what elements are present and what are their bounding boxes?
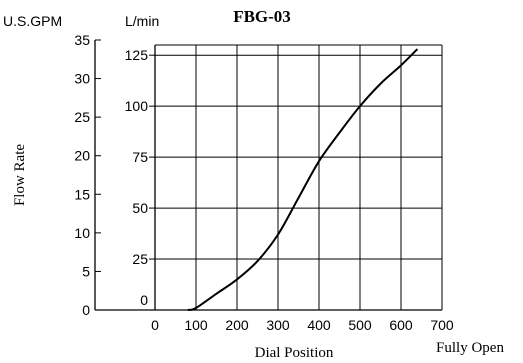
x-tick-label-300: 300 [266,317,290,333]
grid-lines [155,45,443,310]
lmin-tick-label-25: 25 [132,251,148,267]
gpm-tick-label-15: 15 [74,186,90,202]
lmin-tick-label-0: 0 [140,292,148,308]
gpm-tick-label-25: 25 [74,109,90,125]
lmin-tick-label-50: 50 [132,200,148,216]
x-tick-label-600: 600 [389,317,413,333]
x-tick-label-0: 0 [151,317,159,333]
x-tick-label-500: 500 [348,317,372,333]
axes [94,39,443,311]
fully-open-label: Fully Open [436,340,504,356]
chart-title: FBG-03 [233,7,291,26]
gpm-tick-label-20: 20 [74,148,90,164]
x-axis-label: Dial Position [255,345,334,361]
gpm-tick-label-35: 35 [74,32,90,48]
lmin-tick-label-100: 100 [125,98,149,114]
tick-labels: 0 5 10 15 20 25 30 35 0 25 50 75 100 125 0 100 200 300 400… [74,32,453,333]
y-axis-label: Flow Rate [12,144,28,206]
gpm-tick-label-10: 10 [74,225,90,241]
gpm-tick-label-5: 5 [82,263,90,279]
x-tick-label-200: 200 [225,317,249,333]
flow-curve-0 [187,48,419,311]
inner-axis-unit: L/min [125,13,159,29]
gpm-tick-label-30: 30 [74,71,90,87]
series-layer [187,48,419,311]
x-tick-label-100: 100 [184,317,208,333]
gpm-tick-label-0: 0 [82,302,90,318]
x-tick-label-700: 700 [430,317,454,333]
lmin-tick-label-125: 125 [125,47,149,63]
lmin-tick-label-75: 75 [132,149,148,165]
x-tick-label-400: 400 [307,317,331,333]
left-axis-unit: U.S.GPM [3,13,62,29]
